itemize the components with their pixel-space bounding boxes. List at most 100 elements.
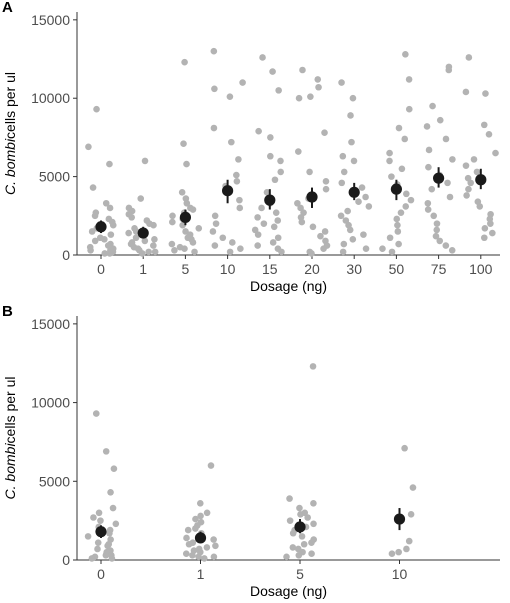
data-point (169, 212, 176, 220)
y-tick-label: 0 (62, 247, 70, 263)
data-point (271, 176, 279, 184)
data-point (209, 228, 217, 235)
data-point (348, 138, 355, 146)
data-point (310, 520, 317, 528)
data-point (423, 123, 431, 130)
data-point (169, 218, 176, 226)
data-point (267, 152, 274, 160)
x-tick-label: 30 (346, 261, 362, 277)
data-point (286, 517, 294, 524)
mean-marker (194, 532, 207, 544)
y-axis-title-rest: cells per ul (2, 377, 18, 444)
data-point (304, 514, 311, 521)
data-point (182, 550, 190, 558)
data-point (433, 220, 441, 227)
data-point (393, 215, 401, 223)
data-point (138, 250, 146, 257)
data-point (405, 76, 413, 83)
data-point (321, 129, 328, 137)
mean-marker (222, 185, 234, 197)
data-point (395, 124, 403, 132)
data-point (386, 157, 393, 165)
x-tick-label: 10 (220, 261, 236, 277)
data-point (407, 511, 415, 518)
data-point (180, 140, 187, 147)
data-point (106, 529, 113, 537)
data-point (101, 250, 109, 257)
data-point (150, 242, 157, 249)
x-tick-label: 0 (97, 566, 105, 582)
data-point (254, 214, 261, 221)
data-point (269, 239, 277, 246)
data-point (346, 226, 354, 234)
data-point (445, 66, 453, 74)
data-point (263, 188, 271, 196)
data-point (386, 234, 394, 242)
mean-marker (264, 194, 276, 206)
data-point (465, 54, 473, 61)
data-point (210, 47, 218, 55)
data-point (197, 512, 204, 520)
data-point (168, 240, 176, 248)
x-tick-label: 100 (469, 261, 493, 277)
data-point (436, 237, 444, 245)
data-point (272, 209, 280, 216)
data-point (267, 134, 274, 141)
data-point (85, 143, 92, 151)
panel-label: A (2, 0, 13, 16)
mean-marker (348, 186, 360, 198)
data-point (446, 193, 454, 201)
x-tick-label: 0 (97, 261, 105, 277)
data-point (295, 551, 303, 559)
data-point (89, 184, 97, 191)
data-point (258, 204, 265, 212)
data-point (207, 462, 215, 469)
data-point (219, 234, 227, 242)
data-point (295, 148, 302, 155)
data-point (473, 168, 481, 176)
data-point (436, 116, 444, 124)
data-point (151, 248, 159, 256)
data-point (429, 102, 436, 110)
y-tick-label: 10000 (31, 90, 70, 106)
data-point (485, 130, 493, 138)
data-point (379, 245, 386, 253)
data-point (171, 246, 178, 254)
data-point (297, 204, 304, 212)
data-point (102, 448, 110, 455)
data-point (289, 544, 297, 551)
data-point (442, 135, 450, 143)
data-point (260, 220, 268, 227)
data-point (201, 555, 208, 562)
data-point (487, 220, 494, 227)
data-point (362, 193, 369, 201)
data-point (289, 529, 297, 537)
data-point (295, 94, 303, 102)
data-point (145, 248, 152, 256)
x-tick-label: 1 (139, 261, 147, 277)
data-point (314, 76, 322, 83)
data-point (405, 537, 413, 545)
data-point (395, 548, 402, 556)
data-point (360, 231, 367, 238)
data-point (226, 248, 234, 256)
data-point (212, 220, 220, 227)
data-point (321, 228, 329, 235)
data-point (195, 225, 203, 232)
data-point (308, 250, 315, 257)
data-point (317, 232, 324, 240)
data-point (298, 533, 306, 540)
data-point (409, 484, 417, 491)
mean-marker (179, 211, 191, 223)
data-point (106, 204, 114, 212)
data-point (92, 410, 100, 417)
data-point (112, 520, 120, 528)
data-point (109, 504, 117, 512)
data-point (88, 555, 96, 562)
data-point (189, 206, 197, 213)
y-tick-label: 15000 (31, 316, 70, 332)
data-point (128, 214, 135, 221)
data-point (191, 248, 198, 256)
data-point (93, 105, 100, 113)
data-point (178, 188, 186, 196)
